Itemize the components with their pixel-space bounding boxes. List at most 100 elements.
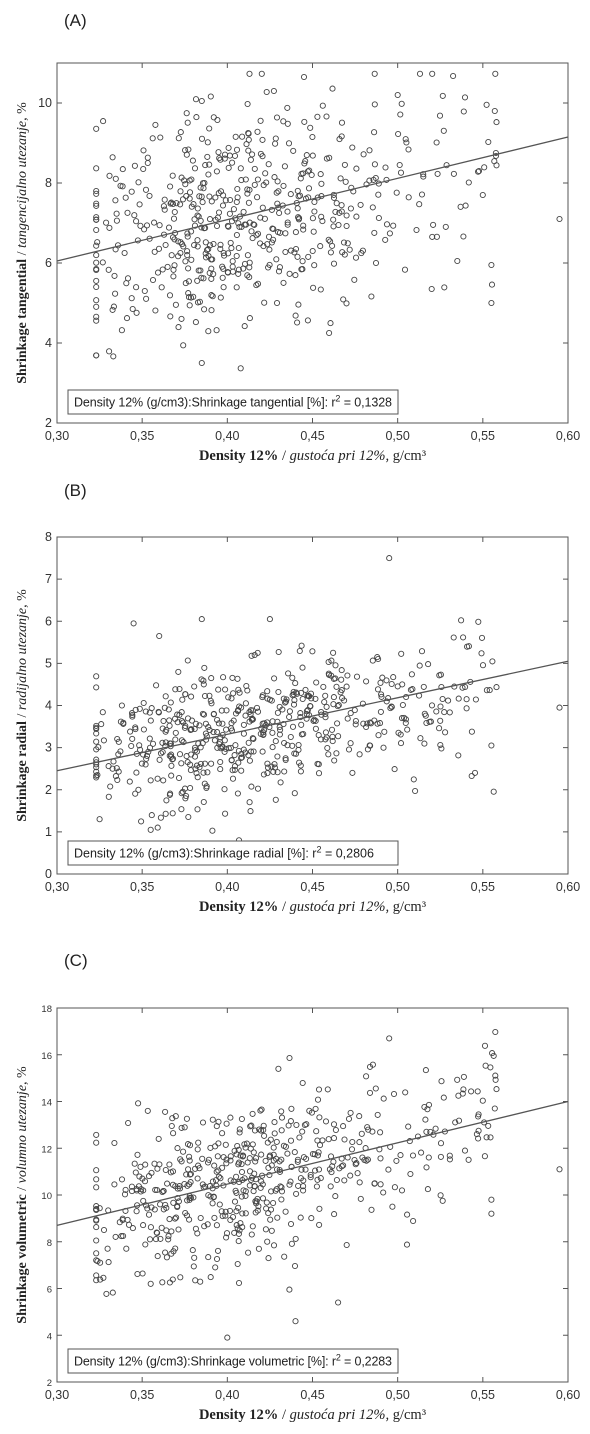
data-point <box>287 191 294 198</box>
data-point <box>402 136 409 143</box>
data-point <box>195 1162 202 1169</box>
data-point <box>135 179 142 186</box>
data-point <box>93 1257 100 1264</box>
data-point <box>124 275 132 282</box>
data-point <box>483 101 490 108</box>
data-point <box>374 1111 381 1118</box>
data-point <box>261 727 268 734</box>
y-axis-title-main: Shrinkage tangential <box>15 259 30 384</box>
data-point <box>324 744 331 752</box>
data-point <box>322 714 329 721</box>
data-point <box>223 1230 231 1237</box>
data-point <box>208 307 215 314</box>
data-point <box>461 1147 469 1154</box>
data-point <box>158 1224 165 1231</box>
data-point <box>481 164 488 171</box>
data-point <box>158 284 165 291</box>
data-point <box>377 1155 384 1162</box>
data-point <box>369 1128 376 1135</box>
data-point <box>128 295 135 302</box>
data-point <box>159 1279 166 1286</box>
data-point <box>408 671 415 678</box>
data-point <box>225 164 232 171</box>
data-point <box>182 181 189 188</box>
data-point <box>398 650 405 657</box>
data-point <box>151 1206 158 1213</box>
data-point <box>149 740 157 747</box>
data-point <box>297 175 304 182</box>
data-point <box>280 279 287 286</box>
data-point <box>440 127 447 134</box>
data-point <box>240 208 247 215</box>
data-point <box>246 1182 253 1189</box>
y-axis-title-unit: % <box>15 589 30 605</box>
data-point <box>238 1161 245 1168</box>
data-point <box>287 733 294 741</box>
data-point <box>159 739 166 746</box>
data-point <box>131 162 138 169</box>
data-point <box>219 743 226 750</box>
data-point <box>487 1134 494 1141</box>
data-point <box>275 1065 282 1072</box>
data-point <box>170 215 178 222</box>
data-point <box>307 124 314 131</box>
data-point <box>300 226 307 233</box>
data-point <box>121 1191 129 1198</box>
data-point <box>160 777 167 784</box>
data-point <box>219 202 227 209</box>
data-point <box>213 1222 220 1229</box>
data-point <box>133 1208 140 1215</box>
data-point <box>366 177 373 184</box>
data-point <box>114 776 121 784</box>
data-point <box>196 722 203 729</box>
data-point <box>194 205 201 212</box>
data-point <box>413 226 420 234</box>
data-point <box>185 813 192 821</box>
data-point <box>253 232 260 239</box>
data-point <box>323 703 330 710</box>
data-point <box>168 772 175 779</box>
data-point <box>94 771 101 779</box>
data-point <box>231 766 238 773</box>
data-point <box>393 1157 400 1164</box>
data-point <box>317 286 324 293</box>
x-axis-title: Density 12% / gustoća pri 12%, g/cm³ <box>199 448 427 464</box>
data-point <box>225 694 232 701</box>
data-point <box>272 1187 279 1194</box>
data-point <box>209 827 216 834</box>
data-point <box>105 763 112 770</box>
data-point <box>200 681 207 688</box>
data-point <box>465 1156 472 1163</box>
data-point <box>93 1139 100 1146</box>
data-point <box>346 246 353 253</box>
data-point <box>338 119 346 126</box>
data-point <box>200 798 207 806</box>
data-point <box>207 1274 214 1281</box>
data-point <box>112 1233 119 1240</box>
data-point <box>259 204 266 211</box>
data-point <box>273 1155 280 1162</box>
data-point <box>140 165 147 173</box>
data-point <box>141 287 148 295</box>
data-point <box>111 1139 118 1147</box>
data-point <box>348 184 355 191</box>
data-point <box>235 220 242 227</box>
data-point <box>402 1089 409 1096</box>
data-point <box>161 206 168 213</box>
data-point <box>186 1157 193 1164</box>
data-point <box>332 675 339 682</box>
data-point <box>185 265 192 272</box>
data-point <box>420 683 427 690</box>
data-point <box>113 765 120 772</box>
data-point <box>322 729 329 736</box>
data-point <box>246 1155 253 1162</box>
data-point <box>383 677 390 684</box>
data-point <box>491 158 498 165</box>
data-point <box>157 814 164 821</box>
data-point <box>214 1247 222 1254</box>
x-tick-label: 0,35 <box>130 880 154 894</box>
data-point <box>171 1215 179 1222</box>
y-tick-label: 4 <box>45 336 52 350</box>
data-point <box>206 216 214 223</box>
data-point <box>294 187 301 194</box>
